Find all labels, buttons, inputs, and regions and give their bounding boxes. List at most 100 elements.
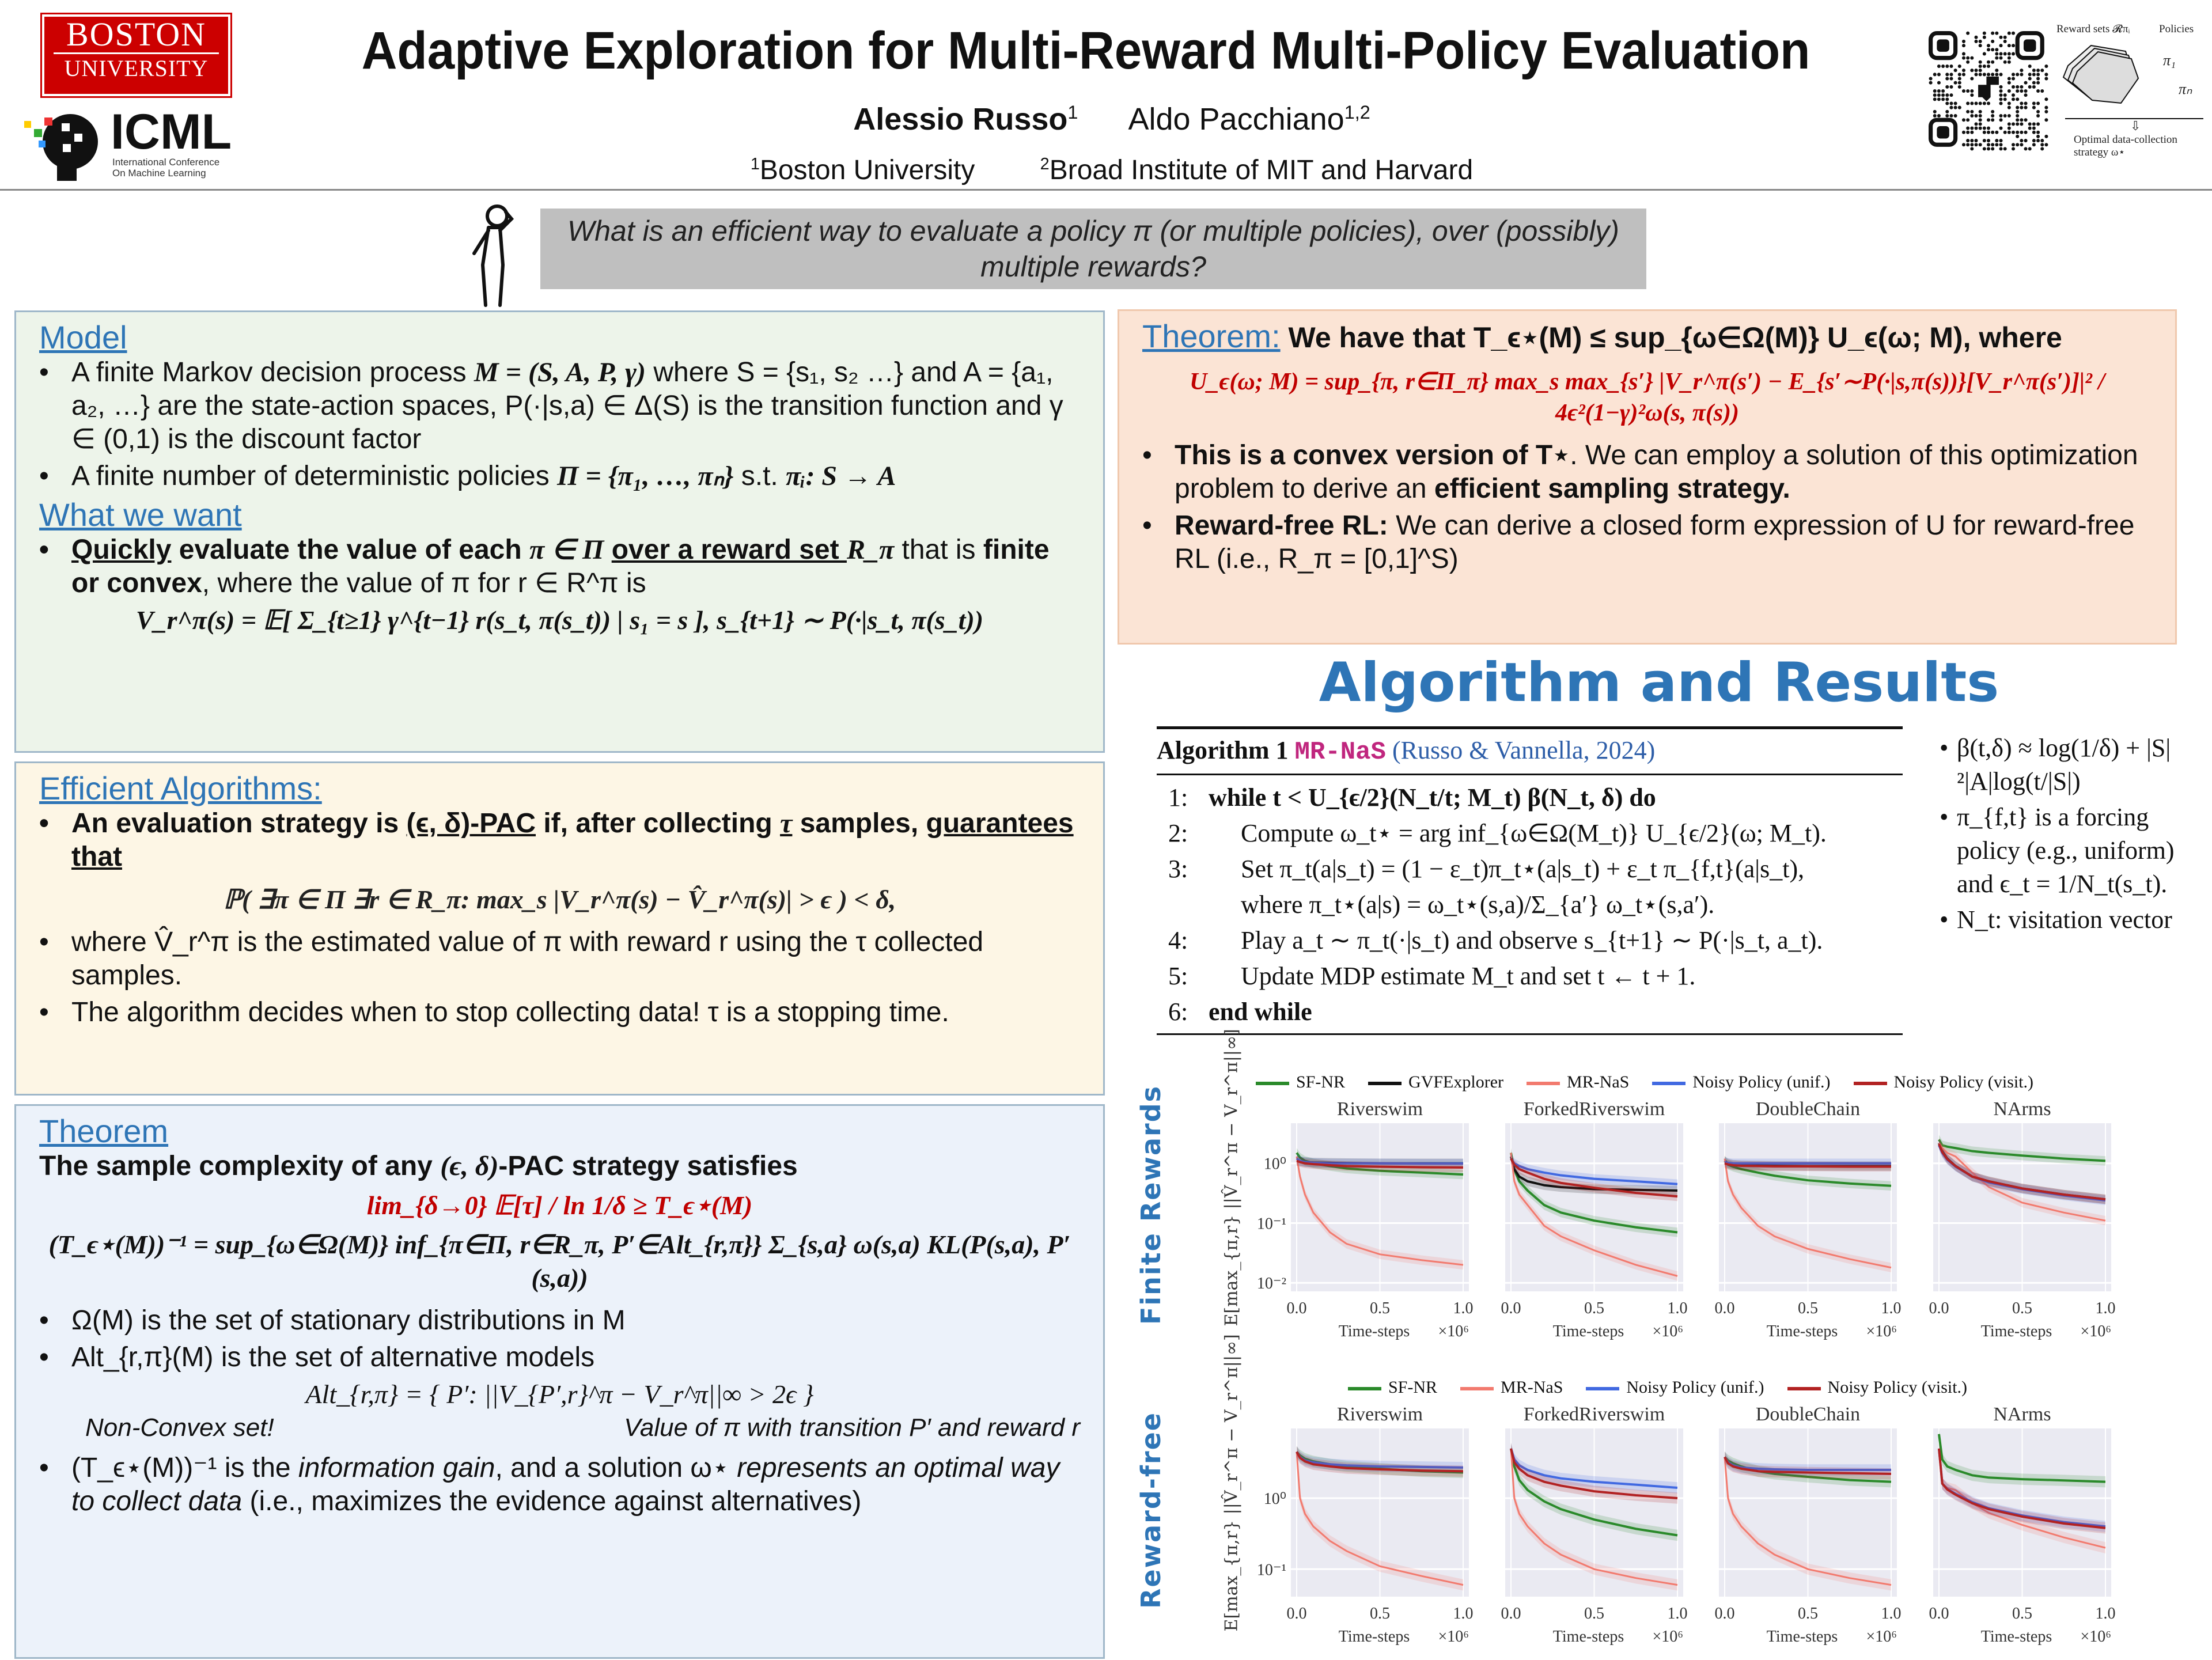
math: Π = {π₁, …, πₙ} (557, 461, 734, 491)
confidence-band (1511, 1443, 1677, 1504)
line-text: Compute ω_t⋆ = arg inf_{ω∈Ω(M_t)} U_{ϵ/2… (1241, 819, 1827, 847)
x-multiplier: ×10⁶ (2080, 1628, 2111, 1646)
subplot-title: NArms (1993, 1098, 2051, 1120)
line-text: Update MDP estimate M_t and set t ← t + … (1241, 962, 1696, 990)
confidence-band (1725, 1451, 1891, 1591)
pac-bullet: An evaluation strategy is (ϵ, δ)-PAC if,… (39, 807, 1080, 874)
chart-row-label: Reward-free (1135, 1412, 1166, 1609)
value-transition-note: Value of π with transition P′ and reward… (624, 1413, 1080, 1442)
confidence-band (1939, 1443, 2105, 1553)
series-line-mr-nas (1724, 1457, 1892, 1586)
confidence-band (1725, 1156, 1891, 1191)
confidence-band (1939, 1443, 2105, 1532)
text: A finite number of deterministic policie… (71, 461, 558, 491)
x-tick-label: 0.0 (1929, 1605, 1949, 1623)
x-tick-label: 0.5 (1370, 1299, 1390, 1317)
series-line-noisy-policy-visit- (1938, 1448, 2106, 1529)
algorithm-label: Algorithm 1 (1157, 736, 1289, 764)
text: information gain (298, 1453, 495, 1483)
algorithm-citation[interactable]: (Russo & Vannella, 2024) (1392, 736, 1656, 764)
x-tick-label: 0.0 (1287, 1605, 1307, 1623)
icml-logo: ICML International Conference On Machine … (21, 106, 246, 181)
x-multiplier: ×10⁶ (1866, 1628, 1897, 1646)
algorithm-line: where π_t⋆(a|s) = ω_t⋆(s,a)/Σ_{a′} ω_t⋆(… (1157, 887, 1903, 923)
non-convex-note: Non-Convex set! (85, 1413, 274, 1442)
x-axis-label: Time-steps (1767, 1628, 1838, 1646)
down-arrow-icon: ⇩ (2130, 119, 2141, 133)
text: This is a convex version of T⋆ (1175, 440, 1570, 471)
icml-sub-1: International Conference (112, 157, 220, 168)
qr-code[interactable] (1929, 31, 2048, 151)
legend-label: Noisy Policy (unif.) (1692, 1072, 1831, 1091)
text: (ϵ, δ)-PAC (406, 808, 536, 839)
series-line-sf-nr (1510, 1448, 1678, 1537)
affiliation: 1Boston University (751, 155, 975, 185)
x-tick-label: 1.0 (1668, 1605, 1688, 1623)
upper-bound-theorem-panel: Theorem: We have that T_ϵ⋆(M) ≤ sup_{ω∈Ω… (1118, 309, 2177, 645)
legend-swatch (1368, 1082, 1402, 1086)
line-text: Play a_t ∼ π_t(·|s_t) and observe s_{t+1… (1241, 926, 1823, 954)
confidence-band (1511, 1443, 1677, 1494)
value-function-equation: V_r^π(s) = 𝔼[ Σ_{t≥1} γ^{t−1} r(s_t, π(s… (135, 605, 984, 635)
subplot-forkedriverswim: 0.0 0.5 1.0 Time-steps ×10⁶ ForkedRiverswim (1501, 1404, 1688, 1646)
efficient-list: An evaluation strategy is (ϵ, δ)-PAC if,… (39, 807, 1080, 874)
math: M = (S, A, P, γ) (474, 357, 646, 388)
algorithm-line: 1: while t < U_{ϵ/2}(N_t/t; M_t) β(N_t, δ… (1157, 780, 1903, 816)
legend-label: MR-NaS (1567, 1072, 1630, 1091)
x-tick-label: 1.0 (1453, 1605, 1474, 1623)
legend-item: Noisy Policy (visit.) (1787, 1378, 1968, 1397)
text: efficient sampling strategy. (1434, 473, 1790, 504)
icml-subtitle: International Conference On Machine Learn… (112, 157, 219, 179)
series-line-noisy-policy-unif- (1296, 1157, 1463, 1165)
subplot-title: ForkedRiverswim (1524, 1404, 1665, 1425)
authors: Alessio Russo1 Aldo Pacchiano1,2 (288, 92, 1936, 139)
line-text: Set π_t(a|s_t) = (1 − ε_t)π_t⋆(a|s_t) + … (1241, 855, 1805, 883)
subplot-title: Riverswim (1337, 1404, 1423, 1425)
legend-label: Noisy Policy (visit.) (1827, 1378, 1968, 1397)
diagram-policies-label: Policies (2159, 23, 2194, 35)
qr-code-image (1929, 31, 2048, 151)
legend-item: Noisy Policy (visit.) (1853, 1072, 2034, 1092)
results-section-title: Algorithm and Results (1319, 651, 1999, 714)
algorithm-line: 5: Update MDP estimate M_t and set t ← t … (1157, 958, 1903, 994)
theorem-intro: The sample complexity of any (ϵ, δ)-PAC … (39, 1150, 1080, 1183)
legend-label: Noisy Policy (visit.) (1893, 1072, 2034, 1091)
y-tick-label: 10⁰ (1264, 1490, 1286, 1508)
forcing-policy-note: π_{f,t} is a forcing policy (e.g., unifo… (1940, 801, 2205, 901)
chart-legend: SF-NR MR-NaS Noisy Policy (unif.) Noisy Pol… (1348, 1378, 1967, 1397)
subplot-narms: 0.0 0.5 1.0 Time-steps ×10⁶ NArms (1929, 1098, 2116, 1340)
line-number: 5: (1168, 962, 1188, 990)
math: πᵢ: S → A (786, 461, 896, 491)
affiliation: 2Broad Institute of MIT and Harvard (1040, 155, 1473, 185)
confidence-band (1939, 1443, 2105, 1534)
y-axis-label: E[max_{π,r} ||V̂_r^π − V_r^π||∞] (1221, 1334, 1242, 1632)
author-affil: 1,2 (1344, 102, 1370, 123)
author-name: Alessio Russo (853, 102, 1068, 137)
legend-swatch (1586, 1387, 1620, 1391)
text: samples, (792, 808, 926, 839)
series-line-noisy-policy-visit- (1510, 1448, 1678, 1500)
x-tick-label: 0.5 (1798, 1299, 1818, 1317)
diagram-caption: Optimal data-collection strategy ω⋆ (2074, 134, 2177, 159)
u-epsilon-equation: U_ϵ(ω; M) = sup_{π, r∈Π_π} max_s max_{s′… (1190, 369, 2105, 426)
line-text: where π_t⋆(a|s) = ω_t⋆(s,a)/Σ_{a′} ω_t⋆(… (1241, 890, 1715, 919)
icml-sub-2: On Machine Learning (112, 168, 206, 179)
x-axis-label: Time-steps (1981, 1628, 2052, 1646)
y-tick-label: 10⁻² (1257, 1275, 1286, 1293)
confidence-band (1511, 1154, 1677, 1202)
omega-bullet: Ω(M) is the set of stationary distributi… (39, 1304, 1080, 1337)
efficient-heading: Efficient Algorithms: (39, 770, 322, 806)
confidence-band (1511, 1443, 1677, 1541)
left-column: Model A finite Markov decision process M… (14, 310, 1105, 1659)
confidence-band (1511, 1151, 1677, 1196)
line-number: 1: (1168, 783, 1188, 812)
beta-note: β(t,δ) ≈ log(1/δ) + |S|²|A|log(t/|S|) (1940, 732, 2205, 798)
x-tick-label: 1.0 (1881, 1299, 1902, 1317)
line-text: end while (1209, 998, 1312, 1026)
visitation-note: N_t: visitation vector (1940, 903, 2205, 937)
series-line-noisy-policy-unif- (1510, 1448, 1678, 1490)
diagram-caption-1: Optimal data-collection (2074, 134, 2177, 146)
confidence-band (1511, 1148, 1677, 1237)
lower-bound-equation: lim_{δ→0} 𝔼[τ] / ln 1/δ ≥ T_ϵ⋆(M) (366, 1191, 753, 1220)
x-tick-label: 1.0 (2096, 1299, 2116, 1317)
